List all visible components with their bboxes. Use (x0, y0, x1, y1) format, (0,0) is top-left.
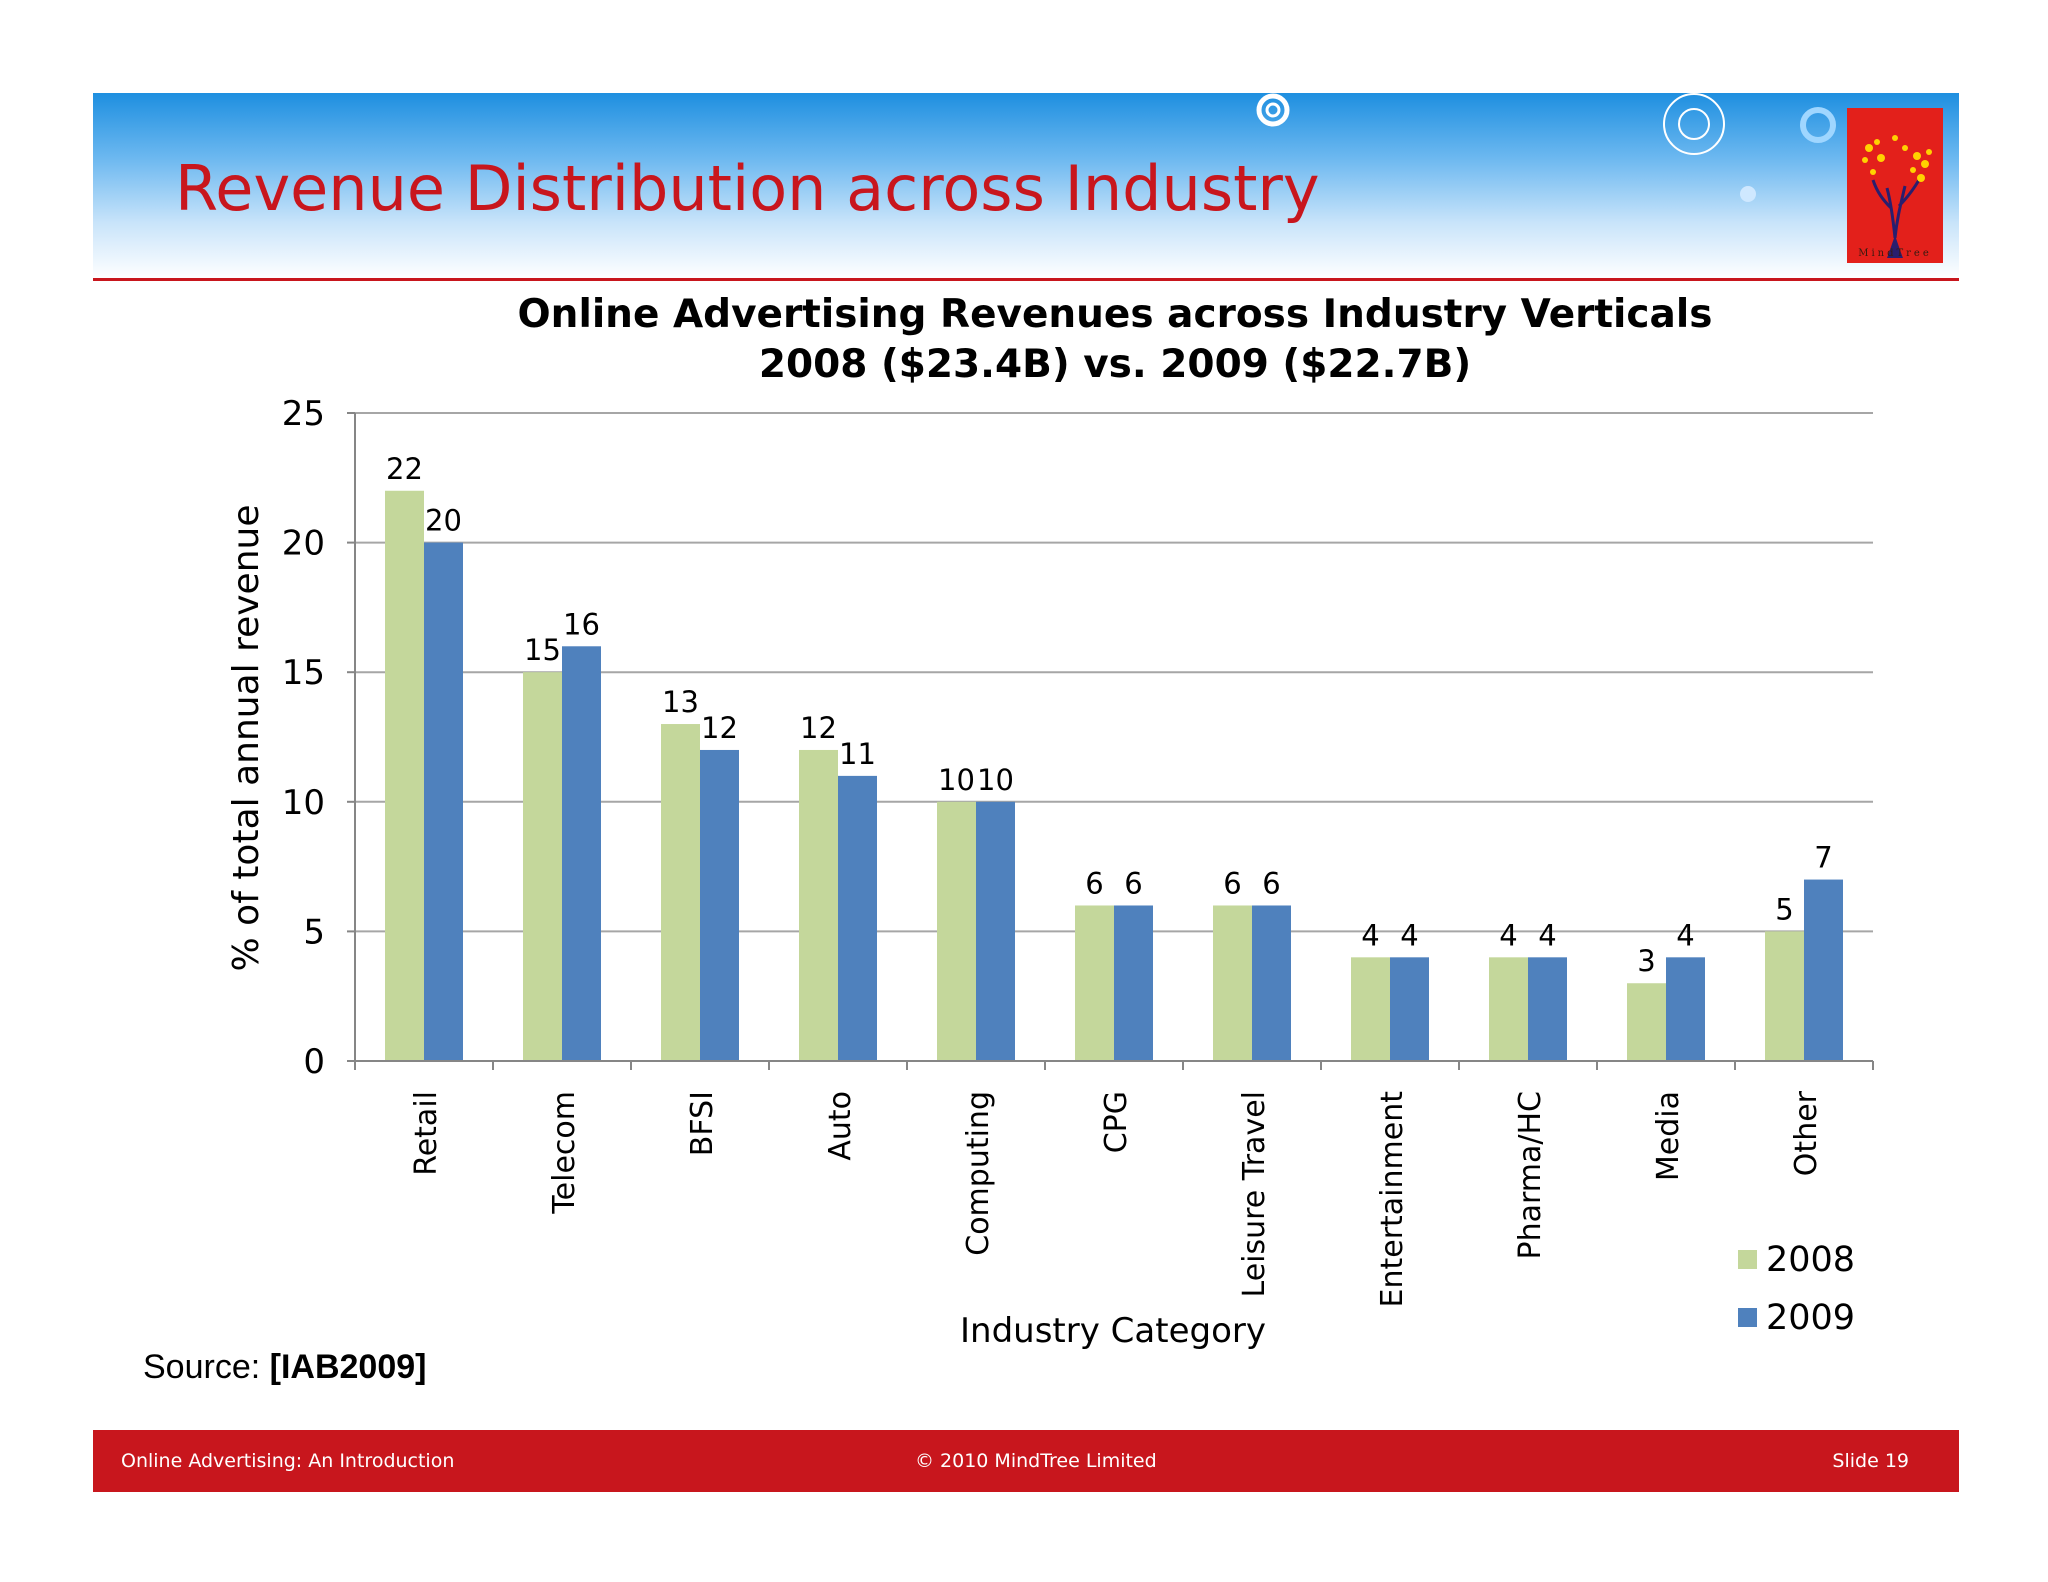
x-tick-label: Media (1651, 1091, 1686, 1181)
x-tick-label: Leisure Travel (1237, 1091, 1272, 1297)
x-tick-label: CPG (1099, 1091, 1134, 1153)
bar-2008 (937, 801, 976, 1061)
bar-2009 (700, 749, 739, 1061)
data-label: 3 (1637, 944, 1655, 978)
bar-2009 (976, 801, 1015, 1061)
footer-left-text: Online Advertising: An Introduction (121, 1450, 455, 1472)
data-label: 6 (1262, 866, 1280, 900)
x-tick-label: Entertainment (1375, 1091, 1410, 1308)
x-tick-label: Retail (409, 1091, 444, 1176)
data-label: 4 (1676, 918, 1694, 952)
legend-label: 2009 (1766, 1298, 1855, 1338)
header-divider (93, 278, 1959, 281)
decor-large-ring-icon (1663, 93, 1725, 155)
bar-2009 (1252, 905, 1291, 1061)
decor-small-ring-icon (1800, 107, 1836, 143)
header-banner (93, 93, 1959, 279)
data-label: 16 (563, 607, 600, 641)
data-label: 6 (1085, 866, 1103, 900)
y-tick-label: 0 (303, 1042, 325, 1082)
data-label: 5 (1775, 892, 1793, 926)
chart-title: Online Advertising Revenues across Indus… (500, 290, 1730, 390)
data-label: 6 (1124, 866, 1142, 900)
data-label: 4 (1538, 918, 1556, 952)
bar-2009 (1114, 905, 1153, 1061)
legend: 2008 2009 (1738, 1240, 1855, 1338)
bar-2008 (1765, 931, 1804, 1061)
data-label: 15 (524, 633, 561, 667)
bar-2009 (1528, 957, 1567, 1061)
bar-2008 (385, 490, 424, 1061)
data-label: 12 (800, 711, 837, 745)
bar-2009 (562, 646, 601, 1061)
legend-swatch (1738, 1250, 1757, 1269)
x-tick-label: Other (1789, 1090, 1824, 1176)
y-tick-label: 10 (282, 783, 325, 823)
y-axis-label: % of total annual revenue (226, 505, 267, 972)
data-label: 4 (1499, 918, 1517, 952)
footer-copyright: © 2010 MindTree Limited (915, 1450, 1157, 1472)
data-label: 22 (386, 452, 423, 486)
footer-slide-number: Slide 19 (1832, 1450, 1909, 1472)
y-tick-label: 15 (282, 653, 325, 693)
data-label: 10 (977, 763, 1014, 797)
mindtree-logo: MindTree (1847, 108, 1943, 263)
legend-label: 2008 (1766, 1240, 1855, 1280)
decor-ring-inner-icon (1265, 102, 1281, 118)
data-label: 4 (1361, 918, 1379, 952)
y-tick-label: 5 (303, 912, 325, 952)
y-tick-label: 25 (282, 394, 325, 434)
bar-2008 (1627, 983, 1666, 1061)
y-tick-label: 20 (282, 524, 325, 564)
source-label: Source: (143, 1348, 261, 1386)
source-note: Source: [IAB2009] (143, 1348, 426, 1387)
data-label: 10 (938, 763, 975, 797)
bar-2009 (424, 542, 463, 1061)
bar-2008 (1075, 905, 1114, 1061)
footer-bar: Online Advertising: An Introduction © 20… (93, 1430, 1959, 1492)
bar-2008 (661, 724, 700, 1061)
chart-title-line1: Online Advertising Revenues across Indus… (517, 292, 1713, 337)
decor-dot-icon (1740, 186, 1756, 202)
x-tick-label: Pharma/HC (1513, 1091, 1548, 1260)
bar-2008 (1351, 957, 1390, 1061)
data-label: 20 (425, 504, 462, 538)
bar-2008 (1489, 957, 1528, 1061)
bar-2009 (1804, 879, 1843, 1061)
bar-2008 (799, 749, 838, 1061)
data-label: 11 (839, 737, 876, 771)
decor-ring-icon (1256, 93, 1290, 127)
bar-2008 (1213, 905, 1252, 1061)
source-reference: [IAB2009] (269, 1348, 427, 1386)
data-label: 4 (1400, 918, 1418, 952)
data-label: 6 (1223, 866, 1241, 900)
x-tick-label: Telecom (547, 1091, 582, 1215)
bar-2008 (523, 672, 562, 1061)
bar-2009 (838, 775, 877, 1061)
slide-title: Revenue Distribution across Industry (175, 152, 1320, 225)
logo-text: MindTree (1858, 248, 1932, 259)
legend-swatch (1738, 1308, 1757, 1327)
x-tick-label: BFSI (685, 1091, 720, 1156)
chart-title-line2: 2008 ($23.4B) vs. 2009 ($22.7B) (758, 342, 1472, 387)
x-tick-label: Computing (961, 1091, 996, 1256)
x-tick-label: Auto (823, 1091, 858, 1161)
bar-2009 (1666, 957, 1705, 1061)
data-label: 12 (701, 711, 738, 745)
bar-2009 (1390, 957, 1429, 1061)
axes: 0 5 10 15 20 25 Retail Telecom BFSI Auto Computing… (282, 394, 1874, 1308)
decor-large-ring-inner-icon (1678, 108, 1710, 140)
tree-icon (1862, 135, 1932, 258)
data-label: 7 (1814, 841, 1832, 875)
bars (385, 490, 1843, 1061)
x-axis-label: Industry Category (960, 1311, 1266, 1351)
data-label: 13 (662, 685, 699, 719)
